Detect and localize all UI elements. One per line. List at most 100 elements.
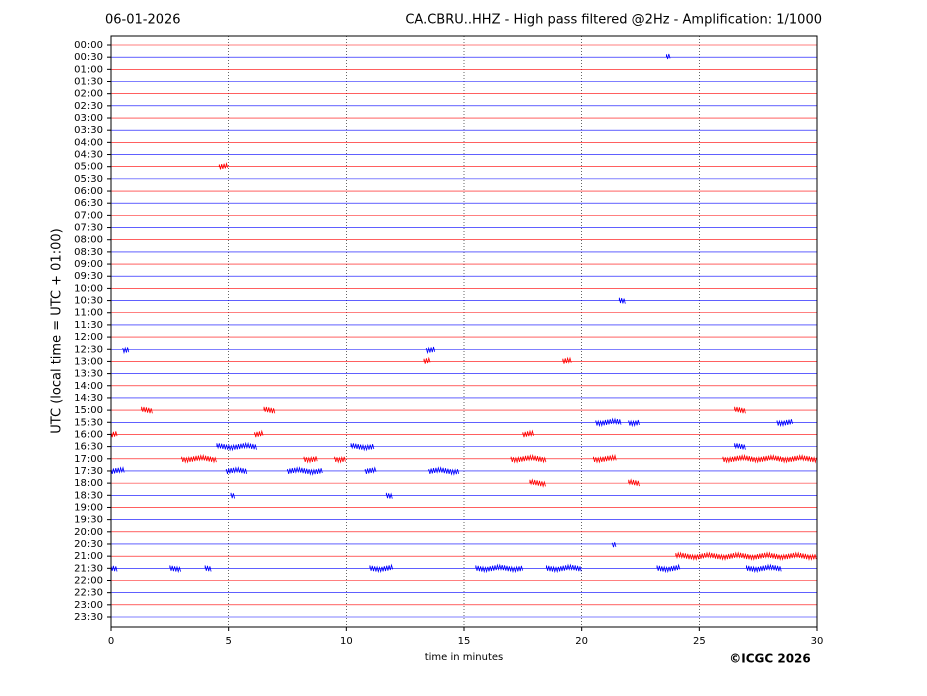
burst xyxy=(675,551,817,561)
y-tick-label: 15:00 xyxy=(74,405,103,416)
x-tick-label: 10 xyxy=(340,636,353,647)
burst xyxy=(656,563,681,574)
burst xyxy=(141,406,153,414)
burst xyxy=(595,417,622,428)
y-tick-label: 21:00 xyxy=(74,551,103,562)
y-tick-label: 13:00 xyxy=(74,356,103,367)
y-tick-label: 05:00 xyxy=(74,162,103,173)
chart-date: 06-01-2026 xyxy=(105,13,181,28)
burst xyxy=(364,466,377,474)
burst xyxy=(218,161,229,170)
y-tick-label: 12:30 xyxy=(74,344,103,355)
burst xyxy=(204,565,212,572)
y-tick-label: 02:00 xyxy=(74,89,103,100)
burst xyxy=(428,466,460,476)
x-tick-label: 5 xyxy=(225,636,231,647)
y-tick-label: 03:30 xyxy=(74,125,103,136)
y-tick-label: 19:30 xyxy=(74,515,103,526)
burst xyxy=(746,563,782,574)
x-tick-label: 15 xyxy=(458,636,471,647)
burst xyxy=(618,297,626,304)
burst xyxy=(369,563,394,574)
burst xyxy=(169,565,181,574)
burst xyxy=(423,356,431,364)
plot-frame xyxy=(110,35,818,628)
y-tick-label: 20:30 xyxy=(74,539,103,550)
y-tick-label: 10:00 xyxy=(74,283,103,294)
y-tick-label: 12:00 xyxy=(74,332,103,343)
y-tick-label: 01:00 xyxy=(74,64,103,75)
y-tick-label: 07:30 xyxy=(74,223,103,234)
x-tick-label: 0 xyxy=(108,636,114,647)
y-tick-label: 13:30 xyxy=(74,369,103,380)
burst xyxy=(722,453,817,464)
burst xyxy=(110,466,125,474)
y-tick-label: 08:30 xyxy=(74,247,103,258)
chart-title: CA.CBRU..HHZ - High pass filtered @2Hz -… xyxy=(405,13,822,28)
y-tick-label: 04:00 xyxy=(74,137,103,148)
burst xyxy=(122,346,130,355)
x-axis-label: time in minutes xyxy=(425,652,504,663)
burst xyxy=(181,453,217,464)
y-tick-label: 17:30 xyxy=(74,466,103,477)
burst xyxy=(287,466,323,476)
y-tick-label: 20:00 xyxy=(74,527,103,538)
y-tick-label: 06:30 xyxy=(74,198,103,209)
y-tick-label: 18:00 xyxy=(74,478,103,489)
x-tick-label: 25 xyxy=(693,636,706,647)
y-tick-label: 10:30 xyxy=(74,296,103,307)
burst xyxy=(776,419,793,428)
burst xyxy=(385,492,393,499)
burst xyxy=(529,478,546,488)
y-tick-label: 22:30 xyxy=(74,588,103,599)
burst xyxy=(216,441,257,452)
y-tick-label: 09:00 xyxy=(74,259,103,270)
x-tick-label: 30 xyxy=(811,636,824,647)
burst xyxy=(734,443,746,450)
y-tick-label: 22:00 xyxy=(74,575,103,586)
burst xyxy=(254,429,264,438)
y-tick-label: 00:30 xyxy=(74,52,103,63)
y-tick-label: 02:30 xyxy=(74,101,103,112)
y-tick-label: 23:30 xyxy=(74,612,103,623)
y-axis-label: UTC (local time = UTC + 01:00) xyxy=(50,228,65,433)
y-tick-label: 08:00 xyxy=(74,235,103,246)
burst xyxy=(350,443,375,452)
credit: ©ICGC 2026 xyxy=(729,652,811,666)
y-tick-label: 19:00 xyxy=(74,502,103,513)
burst xyxy=(225,466,248,474)
burst xyxy=(334,455,346,464)
y-tick-label: 01:30 xyxy=(74,77,103,88)
y-tick-label: 09:30 xyxy=(74,271,103,282)
y-tick-label: 14:30 xyxy=(74,393,103,404)
burst xyxy=(475,563,523,574)
y-tick-label: 17:00 xyxy=(74,454,103,465)
burst xyxy=(263,406,276,414)
y-tick-label: 16:30 xyxy=(74,442,103,453)
burst xyxy=(303,455,318,464)
y-tick-label: 15:30 xyxy=(74,417,103,428)
burst xyxy=(611,542,617,548)
burst xyxy=(545,563,582,574)
y-tick-label: 11:00 xyxy=(74,308,103,319)
burst xyxy=(734,406,746,414)
y-tick-label: 14:00 xyxy=(74,381,103,392)
y-tick-label: 21:30 xyxy=(74,563,103,574)
y-tick-label: 05:30 xyxy=(74,174,103,185)
y-tick-label: 23:00 xyxy=(74,600,103,611)
burst xyxy=(522,429,534,438)
burst xyxy=(593,453,617,464)
burst xyxy=(628,478,640,487)
burst xyxy=(230,492,235,499)
burst xyxy=(628,419,640,428)
burst xyxy=(425,346,436,355)
x-tick-label: 20 xyxy=(575,636,588,647)
burst xyxy=(110,565,118,572)
y-tick-label: 07:00 xyxy=(74,210,103,221)
burst xyxy=(562,356,572,364)
y-tick-label: 18:30 xyxy=(74,490,103,501)
burst xyxy=(665,53,671,60)
burst xyxy=(510,453,547,464)
y-tick-label: 04:30 xyxy=(74,150,103,161)
